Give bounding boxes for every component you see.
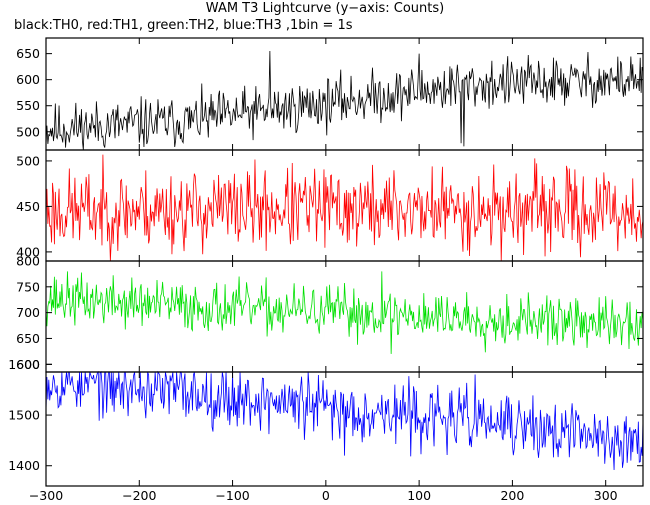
y-tick-label: 600 <box>16 72 40 87</box>
series-line-th2 <box>45 271 644 354</box>
y-tick-label: 650 <box>16 331 40 346</box>
x-tick-label: 300 <box>594 488 618 503</box>
chart-subtitle: black:TH0, red:TH1, green:TH2, blue:TH3 … <box>14 18 353 33</box>
y-tick-label: 700 <box>16 305 40 320</box>
panel-frame-th3 <box>45 371 644 487</box>
y-tick-label: 650 <box>16 46 40 61</box>
x-tick-label: −200 <box>122 488 156 503</box>
series-line-th0 <box>45 51 644 151</box>
x-tick-label: 200 <box>500 488 524 503</box>
y-tick-label: 500 <box>16 124 40 139</box>
y-tick-label: 600 <box>16 357 40 372</box>
y-tick-label: 1500 <box>8 408 40 423</box>
x-tick-label: 0 <box>322 488 330 503</box>
y-tick-label: 500 <box>16 153 40 168</box>
x-tick-label: −300 <box>29 488 63 503</box>
chart-title: WAM T3 Lightcurve (y−axis: Counts) <box>205 1 445 16</box>
y-tick-label: 750 <box>16 279 40 294</box>
y-tick-label: 550 <box>16 98 40 113</box>
y-tick-label: 450 <box>16 199 40 214</box>
x-tick-label: 100 <box>407 488 431 503</box>
x-tick-label: −100 <box>215 488 249 503</box>
y-tick-label: 400 <box>16 244 40 259</box>
y-tick-label: 1400 <box>8 458 40 473</box>
y-tick-label: 1600 <box>8 357 40 372</box>
series-line-th3 <box>45 370 644 470</box>
y-tick-label: 800 <box>16 254 40 269</box>
series-line-th1 <box>45 154 644 262</box>
